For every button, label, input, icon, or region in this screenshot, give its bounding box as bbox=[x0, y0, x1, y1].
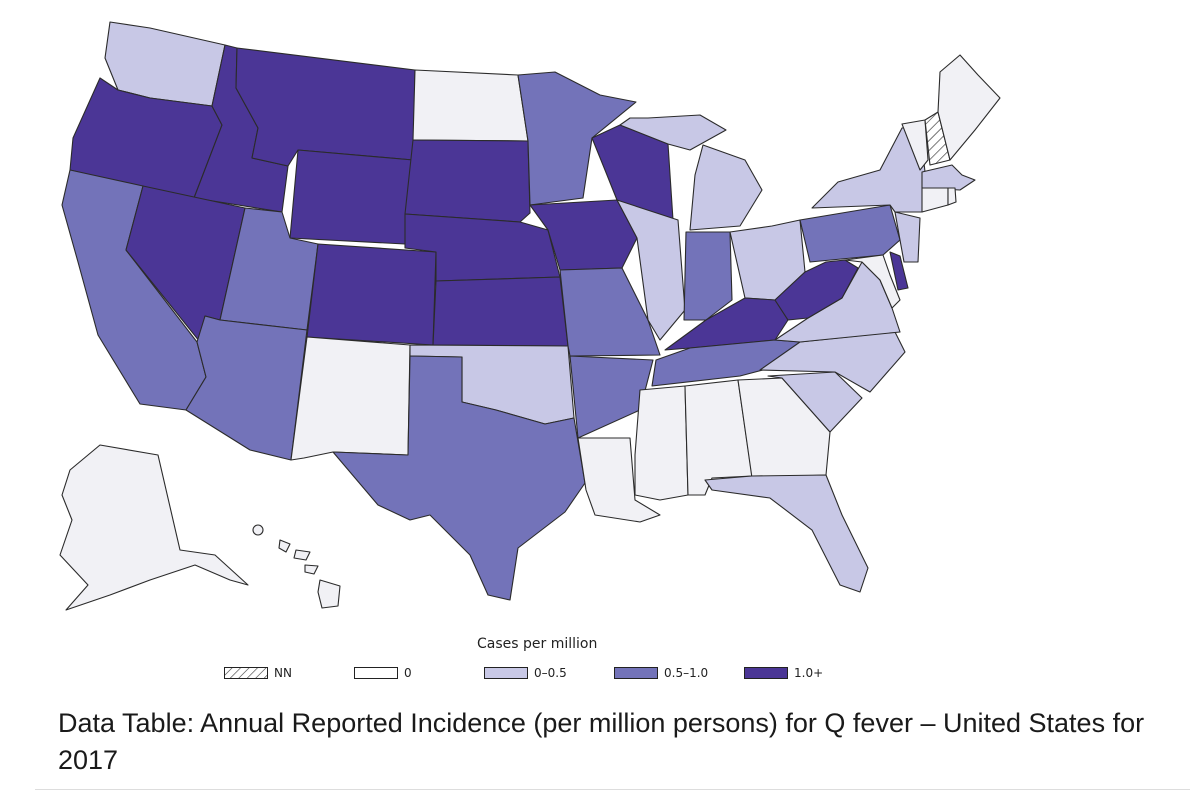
state-sc bbox=[767, 371, 863, 433]
state-hi bbox=[252, 524, 341, 609]
state-mi-lower bbox=[689, 144, 763, 231]
legend-label-mid: 0.5–1.0 bbox=[664, 666, 709, 680]
legend-swatch-high bbox=[744, 667, 788, 679]
legend-swatch-mid bbox=[614, 667, 658, 679]
state-in bbox=[683, 231, 733, 321]
state-me bbox=[937, 54, 1001, 161]
legend-swatch-low bbox=[484, 667, 528, 679]
state-ks bbox=[432, 276, 569, 347]
state-ct bbox=[921, 187, 949, 213]
state-nj bbox=[894, 211, 921, 263]
state-mt bbox=[235, 47, 416, 167]
state-il bbox=[616, 199, 686, 341]
legend-item-low: 0–0.5 bbox=[484, 666, 567, 680]
state-ma bbox=[921, 164, 976, 191]
state-mo bbox=[559, 267, 661, 357]
state-nd bbox=[412, 69, 529, 142]
state-co bbox=[306, 243, 437, 346]
legend-title: Cases per million bbox=[477, 636, 598, 652]
state-md bbox=[844, 254, 901, 309]
legend-label-zero: 0 bbox=[404, 666, 412, 680]
legend-swatch-zero bbox=[354, 667, 398, 679]
legend-label-low: 0–0.5 bbox=[534, 666, 567, 680]
state-ga bbox=[737, 377, 831, 479]
state-nm bbox=[290, 336, 411, 461]
state-tx bbox=[332, 355, 586, 601]
state-de bbox=[889, 251, 909, 291]
legend-label-nn: NN bbox=[274, 666, 292, 680]
state-wv bbox=[774, 259, 859, 321]
state-pa bbox=[799, 204, 901, 263]
state-ms bbox=[634, 385, 689, 501]
state-fl bbox=[704, 474, 869, 593]
legend-item-high: 1.0+ bbox=[744, 666, 823, 680]
legend-item-nn: NN bbox=[224, 666, 292, 680]
map-caption: Data Table: Annual Reported Incidence (p… bbox=[58, 708, 1145, 775]
state-ak bbox=[59, 444, 249, 611]
legend-item-mid: 0.5–1.0 bbox=[614, 666, 708, 680]
state-vt bbox=[901, 119, 929, 171]
state-la bbox=[577, 437, 661, 523]
legend-swatch-nn bbox=[224, 667, 268, 679]
state-ri bbox=[947, 187, 957, 206]
state-wy bbox=[289, 149, 414, 245]
legend-label-high: 1.0+ bbox=[794, 666, 824, 680]
us-choropleth-map bbox=[59, 21, 1001, 611]
state-az bbox=[185, 315, 308, 461]
state-mi bbox=[619, 114, 727, 151]
legend-item-zero: 0 bbox=[354, 666, 412, 680]
divider bbox=[35, 789, 1190, 790]
map-legend: Cases per million NN 0 0–0.5 0.5–1.0 1.0… bbox=[0, 630, 1200, 690]
state-sd bbox=[404, 139, 531, 223]
